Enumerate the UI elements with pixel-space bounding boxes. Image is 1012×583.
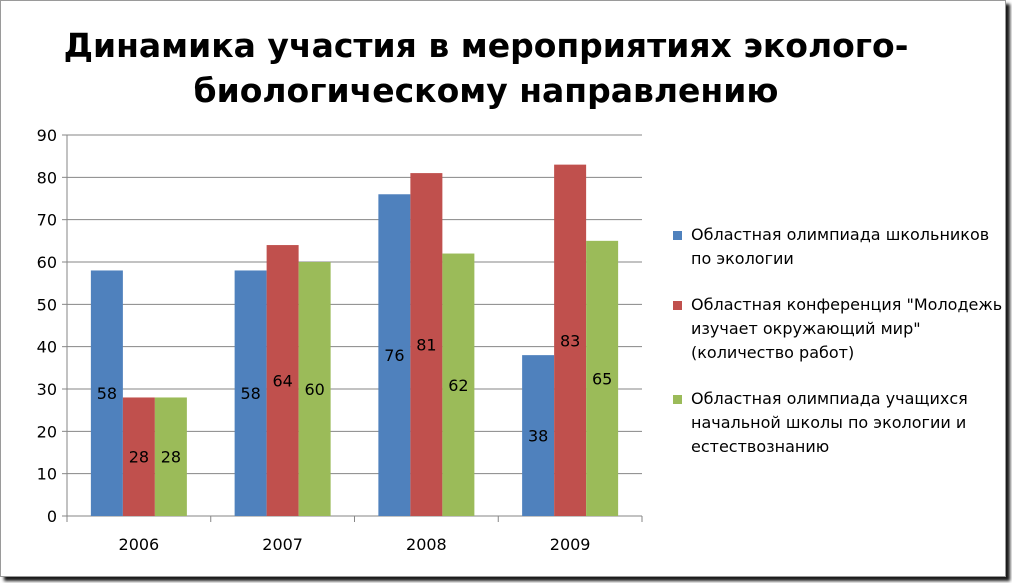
legend-item: Областная конференция "Молодежь изучает …	[673, 293, 1003, 365]
data-label: 38	[528, 427, 548, 446]
data-label: 81	[416, 336, 436, 355]
bar	[522, 355, 555, 516]
data-label: 28	[161, 448, 181, 467]
y-tick-label: 70	[37, 211, 57, 230]
bar	[586, 240, 619, 517]
legend-swatch	[673, 395, 682, 404]
x-tick-label: 2007	[262, 535, 303, 554]
y-tick-label: 80	[37, 168, 57, 187]
bar	[554, 164, 587, 516]
data-label: 58	[240, 384, 260, 403]
legend-swatch	[673, 231, 682, 240]
y-tick-label: 20	[37, 422, 57, 441]
bar	[154, 397, 187, 516]
y-tick-label: 50	[37, 295, 57, 314]
x-tick-label: 2006	[119, 535, 160, 554]
legend-label: Областная конференция "Молодежь изучает …	[691, 295, 1003, 362]
data-label: 60	[304, 380, 324, 399]
y-tick-label: 0	[47, 507, 57, 526]
chart-legend: Областная олимпиада школьников по эколог…	[673, 223, 1003, 481]
y-tick-label: 10	[37, 465, 57, 484]
bar	[442, 253, 475, 517]
bar	[298, 262, 331, 516]
x-tick-label: 2009	[550, 535, 591, 554]
y-tick-label: 90	[37, 126, 57, 145]
bar	[410, 173, 443, 516]
bar-chart: 0 10 20 30 40 50 60 70 80 90 58 28 28 2006 58 64 60 2007 7…	[37, 126, 643, 554]
bar	[122, 397, 155, 516]
y-tick-label: 60	[37, 253, 57, 272]
legend-item: Областная олимпиада школьников по эколог…	[673, 223, 1003, 271]
x-tick-label: 2008	[406, 535, 447, 554]
data-label: 58	[97, 384, 117, 403]
legend-swatch	[673, 301, 682, 310]
legend-item: Областная олимпиада учащихся начальной ш…	[673, 387, 1003, 459]
data-label: 76	[384, 346, 404, 365]
data-label: 65	[592, 369, 612, 388]
data-label: 64	[272, 372, 292, 391]
legend-label: Областная олимпиада школьников по эколог…	[691, 225, 990, 268]
y-tick-label: 30	[37, 380, 57, 399]
legend-label: Областная олимпиада учащихся начальной ш…	[691, 389, 968, 456]
data-label: 28	[129, 448, 149, 467]
y-tick-label: 40	[37, 338, 57, 357]
bar	[266, 245, 299, 517]
bar	[234, 270, 267, 516]
data-label: 62	[448, 376, 468, 395]
bar	[90, 270, 123, 516]
data-label: 83	[560, 331, 580, 350]
chart-title: Динамика участия в мероприятиях эколого-…	[63, 26, 909, 110]
bar	[378, 194, 411, 516]
